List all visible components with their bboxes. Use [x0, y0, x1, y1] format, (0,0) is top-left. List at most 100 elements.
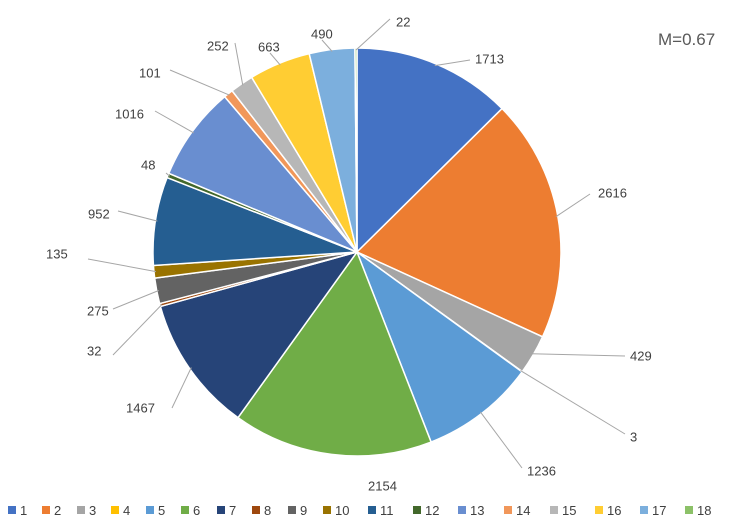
legend: 1 2 3 4 5 6 7 8 9 10 11 12 13 14 15 16 17 18: [8, 503, 711, 518]
legend-label-7: 7: [229, 503, 236, 518]
legend-item-18: 18: [685, 503, 711, 518]
legend-swatch-14: [504, 506, 512, 514]
pie-slice-2: [355, 107, 562, 338]
legend-item-2: 2: [42, 503, 61, 518]
leader-line-3: [531, 353, 626, 357]
legend-item-17: 17: [640, 503, 666, 518]
data-label-12: 48: [141, 157, 155, 172]
legend-swatch-15: [550, 506, 558, 514]
legend-label-16: 16: [607, 503, 621, 518]
leader-line-2: [555, 193, 591, 218]
leader-line-11: [117, 210, 158, 222]
legend-label-12: 12: [425, 503, 439, 518]
data-label-5: 1236: [527, 463, 556, 478]
leader-line-12: [165, 172, 171, 177]
data-label-8: 32: [87, 343, 101, 358]
leader-line-14: [169, 69, 230, 96]
leader-lines: [87, 18, 626, 469]
legend-swatch-11: [368, 506, 376, 514]
legend-label-4: 4: [123, 503, 130, 518]
data-label-11: 952: [88, 206, 110, 221]
data-label-10: 135: [46, 246, 68, 261]
leader-line-9: [112, 290, 159, 310]
legend-swatch-18: [685, 506, 693, 514]
data-label-15: 252: [207, 38, 229, 53]
legend-swatch-4: [111, 506, 119, 514]
data-label-3: 429: [630, 348, 652, 363]
leader-line-4: [520, 370, 626, 435]
legend-swatch-5: [146, 506, 154, 514]
legend-item-13: 13: [458, 503, 484, 518]
legend-label-14: 14: [516, 503, 530, 518]
leader-line-1: [434, 59, 471, 67]
legend-item-9: 9: [288, 503, 307, 518]
legend-label-18: 18: [697, 503, 711, 518]
leader-line-17: [321, 39, 333, 52]
data-label-7: 1467: [126, 400, 155, 415]
legend-label-2: 2: [54, 503, 61, 518]
legend-label-9: 9: [300, 503, 307, 518]
data-label-17: 490: [311, 26, 333, 41]
legend-item-16: 16: [595, 503, 621, 518]
legend-label-1: 1: [20, 503, 27, 518]
legend-label-13: 13: [470, 503, 484, 518]
legend-label-17: 17: [652, 503, 666, 518]
legend-label-6: 6: [193, 503, 200, 518]
leader-line-5: [479, 411, 523, 469]
legend-item-15: 15: [550, 503, 576, 518]
chart-annotation: M=0.67: [658, 30, 715, 49]
legend-item-10: 10: [323, 503, 349, 518]
legend-label-3: 3: [89, 503, 96, 518]
leader-line-8: [112, 304, 163, 356]
legend-swatch-17: [640, 506, 648, 514]
leader-line-13: [154, 110, 195, 134]
data-label-16: 663: [258, 39, 280, 54]
leader-line-15: [234, 42, 244, 86]
data-label-4: 3: [630, 429, 637, 444]
legend-label-11: 11: [380, 503, 394, 518]
legend-label-10: 10: [335, 503, 349, 518]
data-label-2: 2616: [598, 185, 627, 200]
legend-swatch-1: [8, 506, 16, 514]
data-label-1: 1713: [475, 51, 504, 66]
pie-slice-1: [356, 47, 504, 254]
legend-swatch-13: [458, 506, 466, 514]
legend-swatch-6: [181, 506, 189, 514]
legend-item-14: 14: [504, 503, 530, 518]
pie-slice-18: [354, 47, 358, 253]
legend-item-6: 6: [181, 503, 200, 518]
legend-item-3: 3: [77, 503, 96, 518]
legend-item-4: 4: [111, 503, 130, 518]
pie-slices: [152, 47, 562, 457]
data-label-6: 2154: [368, 478, 397, 493]
legend-swatch-12: [413, 506, 421, 514]
data-labels: 1713 2616 429 3 1236 2154 1467 32 275 135 952 48 101…: [46, 14, 652, 493]
leader-line-10: [87, 258, 157, 273]
legend-swatch-8: [252, 506, 260, 514]
legend-label-15: 15: [562, 503, 576, 518]
legend-item-1: 1: [8, 503, 27, 518]
pie-slice-6: [236, 250, 433, 457]
legend-swatch-7: [217, 506, 225, 514]
legend-item-8: 8: [252, 503, 271, 518]
leader-line-7: [171, 367, 192, 409]
leader-line-16: [269, 52, 281, 66]
legend-swatch-10: [323, 506, 331, 514]
leader-line-18: [355, 18, 391, 51]
legend-item-7: 7: [217, 503, 236, 518]
legend-label-5: 5: [158, 503, 165, 518]
legend-swatch-2: [42, 506, 50, 514]
data-label-13: 1016: [115, 106, 144, 121]
legend-label-8: 8: [264, 503, 271, 518]
data-label-9: 275: [87, 303, 109, 318]
legend-swatch-9: [288, 506, 296, 514]
legend-swatch-16: [595, 506, 603, 514]
legend-item-11: 11: [368, 503, 394, 518]
legend-item-5: 5: [146, 503, 165, 518]
legend-swatch-3: [77, 506, 85, 514]
data-label-14: 101: [139, 65, 161, 80]
legend-item-12: 12: [413, 503, 439, 518]
data-label-18: 22: [396, 14, 410, 29]
